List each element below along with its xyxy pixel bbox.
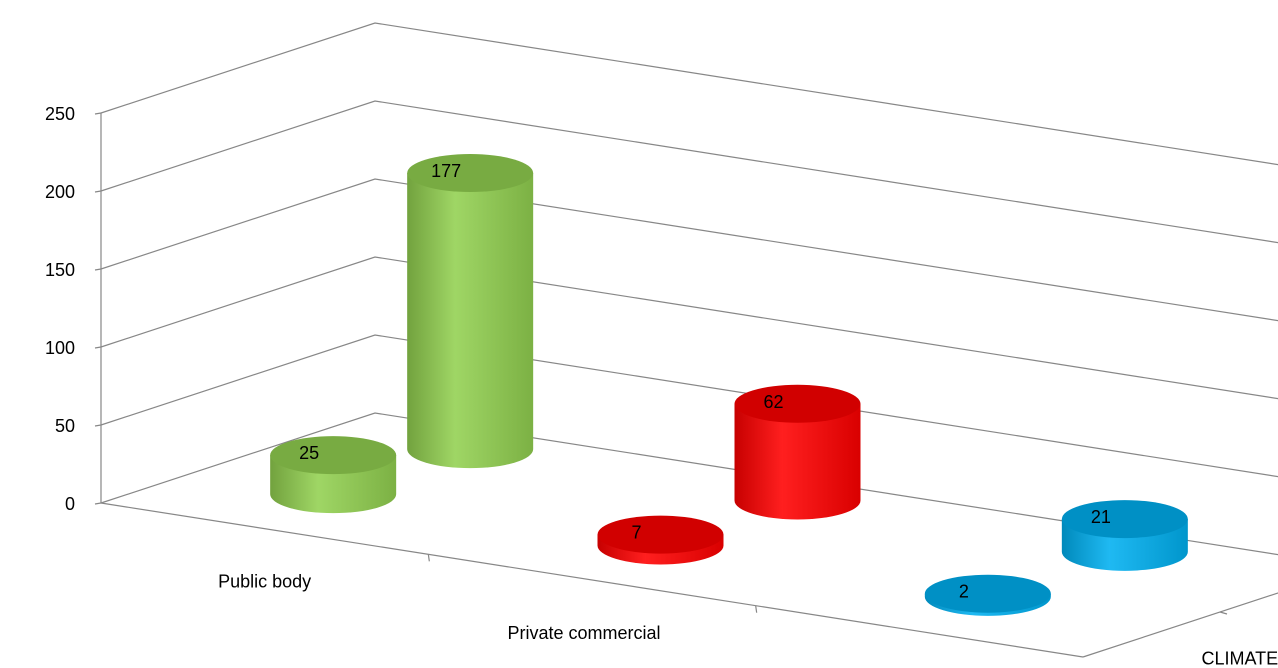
data-label: 25 [299, 443, 319, 463]
cylinder [407, 154, 533, 468]
gridline [101, 257, 1278, 411]
data-label: 21 [1091, 507, 1111, 527]
y-tick-label: 0 [65, 494, 75, 514]
y-tick-mark [95, 347, 101, 348]
cylinder [735, 385, 861, 520]
y-tick-mark [95, 191, 101, 192]
gridline [101, 23, 1278, 177]
y-tick-mark [95, 269, 101, 270]
x-tick-label: Public body [218, 572, 311, 592]
y-tick-mark [95, 425, 101, 426]
gridline [101, 101, 1278, 255]
cylinder-top [1062, 500, 1188, 538]
y-tick-label: 250 [45, 104, 75, 124]
cylinder [270, 436, 396, 513]
data-label: 2 [959, 582, 969, 602]
data-label: 177 [431, 161, 461, 181]
labels: 0 50 100 150 200 250 Public body Private commer… [45, 104, 1278, 668]
y-tick-label: 50 [55, 416, 75, 436]
gridline [101, 179, 1278, 333]
data-label: 7 [631, 523, 641, 543]
cylinders [270, 154, 1188, 616]
cylinder-top [598, 516, 724, 554]
x-tick-mark [756, 606, 757, 613]
cylinder-top [407, 154, 533, 192]
y-tick-label: 100 [45, 338, 75, 358]
cylinder-top [925, 575, 1051, 613]
depth-axis-line [1083, 567, 1278, 657]
y-tick-label: 150 [45, 260, 75, 280]
depth-tick-mark [1220, 612, 1227, 614]
cylinder-top [735, 385, 861, 423]
cylinder [925, 575, 1051, 616]
cylinder-top [270, 436, 396, 474]
x-tick-mark [428, 554, 429, 561]
series-label: CLIMATE [1202, 649, 1278, 668]
cylinder [598, 516, 724, 565]
y-tick-label: 200 [45, 182, 75, 202]
data-label: 62 [763, 392, 783, 412]
cylinder-side [407, 173, 533, 468]
y-tick-mark [95, 503, 101, 504]
cylinder [1062, 500, 1188, 571]
y-tick-mark [95, 113, 101, 114]
x-tick-label: Private commercial [507, 623, 660, 643]
